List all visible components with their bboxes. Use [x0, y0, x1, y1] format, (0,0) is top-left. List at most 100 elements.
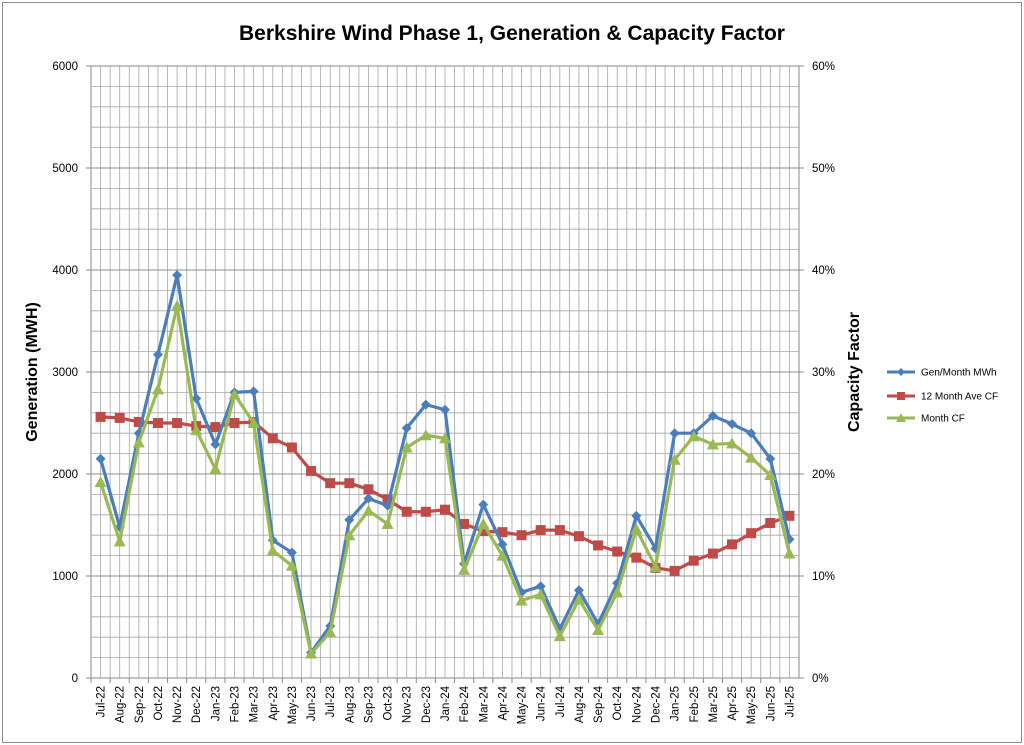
- data-point-square: [267, 433, 278, 444]
- data-point-triangle: [228, 388, 241, 400]
- data-point-diamond: [191, 393, 202, 404]
- data-point-square: [707, 548, 718, 559]
- x-tick-label: Nov-24: [631, 685, 643, 723]
- grid: [91, 66, 799, 678]
- data-point-diamond: [535, 581, 546, 592]
- data-point-square: [306, 465, 317, 476]
- data-point-square: [897, 392, 905, 400]
- y-tick-label: 5000: [52, 163, 78, 175]
- y2-tick-label: 30%: [812, 367, 835, 379]
- series-triangle: [94, 299, 796, 659]
- data-point-triangle: [783, 547, 796, 559]
- x-tick-label: Mar-24: [478, 685, 490, 722]
- data-point-triangle: [419, 429, 432, 441]
- data-point-triangle: [285, 559, 298, 571]
- data-point-diamond: [631, 510, 642, 521]
- data-point-square: [363, 484, 374, 495]
- x-tick-label: Jan-24: [440, 685, 452, 721]
- data-point-square: [688, 555, 699, 566]
- data-point-triangle: [362, 504, 375, 516]
- data-point-square: [114, 412, 125, 423]
- x-tick-label: May-23: [287, 686, 299, 724]
- data-point-triangle: [572, 593, 585, 605]
- data-point-triangle: [630, 523, 643, 535]
- data-point-triangle: [515, 594, 528, 606]
- data-point-diamond: [727, 419, 738, 430]
- data-point-triangle: [324, 626, 337, 638]
- y2-tick-label: 20%: [812, 469, 835, 481]
- x-tick-label: Feb-24: [459, 685, 471, 722]
- data-point-square: [784, 510, 795, 521]
- data-point-diamond: [765, 453, 776, 464]
- x-tick-label: Jul-22: [96, 686, 108, 717]
- x-tick-label: Feb-23: [230, 686, 242, 722]
- y-axis-right-title: Capacity Factor: [846, 312, 863, 432]
- data-point-triangle: [247, 417, 260, 428]
- data-point-diamond: [897, 368, 905, 376]
- x-tick-label: Aug-24: [574, 685, 586, 723]
- data-point-square: [172, 418, 183, 428]
- data-point-triangle: [745, 451, 758, 463]
- x-axis-ticks: Jul-22 Aug-22 Sep-22 Oct-22 Nov-22 Dec-22 Jan-…: [90, 678, 796, 724]
- data-point-square: [516, 530, 527, 541]
- x-tick-label: Jun-25: [765, 686, 777, 721]
- data-point-triangle: [706, 438, 719, 450]
- data-point-diamond: [95, 453, 106, 464]
- data-point-diamond: [669, 428, 680, 439]
- x-tick-label: Dec-24: [650, 685, 662, 723]
- series: [94, 270, 796, 659]
- x-tick-label: Sep-23: [363, 686, 375, 723]
- x-tick-label: Jun-24: [536, 685, 548, 721]
- x-tick-label: Apr-23: [268, 686, 280, 721]
- data-point-square: [401, 506, 412, 517]
- data-point-triangle: [726, 437, 739, 449]
- data-point-square: [554, 525, 565, 536]
- data-point-triangle: [381, 517, 394, 529]
- x-tick-label: Jun-23: [306, 686, 318, 721]
- y-axis-left-ticks: 0 1000 2000 3000 4000 5000 6000: [52, 61, 91, 685]
- x-tick-label: Oct-22: [153, 686, 165, 721]
- x-tick-label: May-25: [746, 686, 758, 724]
- data-point-diamond: [420, 399, 431, 410]
- data-point-triangle: [764, 469, 777, 481]
- x-tick-label: Jul-24: [555, 685, 567, 717]
- data-point-triangle: [113, 535, 126, 547]
- data-point-diamond: [344, 514, 355, 525]
- data-point-triangle: [343, 529, 356, 541]
- data-point-diamond: [152, 349, 163, 360]
- x-tick-label: Jul-23: [325, 686, 337, 717]
- x-tick-label: Jan-23: [210, 686, 222, 721]
- data-point-diamond: [172, 270, 183, 281]
- x-tick-label: Sep-24: [593, 685, 605, 723]
- data-point-square: [95, 411, 106, 422]
- data-point-square: [325, 478, 336, 489]
- data-point-triangle: [592, 624, 605, 636]
- x-tick-label: Mar-23: [249, 686, 261, 722]
- y-tick-label: 4000: [52, 265, 78, 277]
- data-point-square: [478, 526, 489, 537]
- data-point-diamond: [497, 539, 508, 550]
- data-point-triangle: [151, 383, 164, 395]
- x-tick-label: Dec-22: [191, 686, 203, 723]
- data-point-diamond: [746, 428, 757, 439]
- data-point-square: [344, 478, 355, 489]
- y2-tick-label: 50%: [812, 163, 835, 175]
- data-point-square: [210, 422, 221, 433]
- y-tick-label: 3000: [52, 367, 78, 379]
- y2-tick-label: 0%: [812, 673, 829, 685]
- x-tick-label: Apr-24: [497, 685, 509, 720]
- data-point-square: [420, 506, 431, 517]
- data-point-diamond: [248, 386, 259, 397]
- data-point-triangle: [687, 430, 700, 442]
- data-point-triangle: [477, 517, 490, 529]
- data-point-diamond: [363, 493, 374, 504]
- data-point-triangle: [94, 476, 107, 488]
- y2-tick-label: 40%: [812, 265, 835, 277]
- data-point-square: [286, 442, 297, 453]
- data-point-square: [535, 525, 546, 536]
- data-point-triangle: [553, 630, 566, 642]
- legend-label: Month CF: [921, 414, 965, 425]
- data-point-square: [727, 539, 738, 550]
- x-tick-label: Dec-23: [421, 686, 433, 723]
